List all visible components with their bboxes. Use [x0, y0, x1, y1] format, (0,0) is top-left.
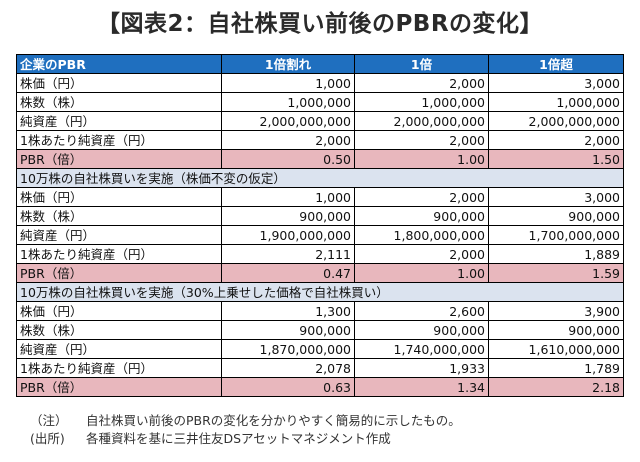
- row-value: 1.50: [488, 149, 624, 169]
- row-label: 1株あたり純資産（円）: [16, 130, 222, 150]
- row-value: 0.50: [221, 149, 355, 169]
- section-caption-row: 10万株の自社株買いを実施（30%上乗せした価格で自社株買い）: [16, 282, 624, 302]
- pbr-row: PBR（倍） 0.63 1.34 2.18: [16, 377, 624, 397]
- header-above-1x: 1倍超: [488, 54, 624, 74]
- row-value: 1,933: [354, 358, 489, 378]
- table-row: 株価（円） 1,000 2,000 3,000: [16, 187, 624, 207]
- row-value: 2.18: [488, 377, 624, 397]
- table-header-row: 企業のPBR 1倍割れ 1倍 1倍超: [16, 54, 624, 74]
- row-value: 1.34: [354, 377, 489, 397]
- table-row: 株数（株） 900,000 900,000 900,000: [16, 206, 624, 226]
- row-label: 株価（円）: [16, 73, 222, 93]
- row-value: 1,700,000,000: [488, 225, 624, 245]
- figure-title: 【図表2：自社株買い前後のPBRの変化】: [96, 11, 544, 37]
- notes: （注） 自社株買い前後のPBRの変化を分かりやすく簡易的に示したもの。 (出所) 各…: [30, 412, 461, 448]
- row-value: 1,870,000,000: [221, 339, 355, 359]
- row-value: 2,078: [221, 358, 355, 378]
- table-body: 株価（円） 1,000 2,000 3,000 株数（株） 1,000,000 1,000,…: [16, 73, 624, 397]
- row-value: 2,000,000,000: [354, 111, 489, 131]
- row-value: 1,800,000,000: [354, 225, 489, 245]
- source-line: (出所) 各種資料を基に三井住友DSアセットマネジメント作成: [30, 430, 461, 448]
- row-value: 1,740,000,000: [354, 339, 489, 359]
- row-value: 900,000: [221, 320, 355, 340]
- row-value: 2,000: [354, 130, 489, 150]
- header-below-1x: 1倍割れ: [221, 54, 355, 74]
- table-row: 株価（円） 1,300 2,600 3,900: [16, 301, 624, 321]
- header-1x: 1倍: [354, 54, 489, 74]
- row-value: 2,111: [221, 244, 355, 264]
- row-value: 1,889: [488, 244, 624, 264]
- table-row: 純資産（円） 1,870,000,000 1,740,000,000 1,610,00…: [16, 339, 624, 359]
- section-caption: 10万株の自社株買いを実施（30%上乗せした価格で自社株買い）: [16, 282, 624, 302]
- table-row: 1株あたり純資産（円） 2,111 2,000 1,889: [16, 244, 624, 264]
- row-label: 株価（円）: [16, 187, 222, 207]
- note-line: （注） 自社株買い前後のPBRの変化を分かりやすく簡易的に示したもの。: [30, 412, 461, 430]
- row-value: 2,000,000,000: [488, 111, 624, 131]
- section-caption-row: 10万株の自社株買いを実施（株価不変の仮定）: [16, 168, 624, 188]
- row-value: 900,000: [354, 206, 489, 226]
- row-value: 2,000: [354, 73, 489, 93]
- row-label: PBR（倍）: [16, 377, 222, 397]
- note-tag: （注）: [30, 413, 68, 428]
- row-value: 2,000,000,000: [221, 111, 355, 131]
- row-value: 2,000: [488, 130, 624, 150]
- row-label: 株数（株）: [16, 92, 222, 112]
- table-row: 1株あたり純資産（円） 2,078 1,933 1,789: [16, 358, 624, 378]
- section-caption: 10万株の自社株買いを実施（株価不変の仮定）: [16, 168, 624, 188]
- row-value: 3,000: [488, 187, 624, 207]
- row-label: PBR（倍）: [16, 263, 222, 283]
- row-value: 1,300: [221, 301, 355, 321]
- row-value: 1.00: [354, 149, 489, 169]
- row-value: 3,900: [488, 301, 624, 321]
- row-label: 株数（株）: [16, 206, 222, 226]
- table-row: 1株あたり純資産（円） 2,000 2,000 2,000: [16, 130, 624, 150]
- note-text: 自社株買い前後のPBRの変化を分かりやすく簡易的に示したもの。: [86, 413, 461, 428]
- row-value: 900,000: [354, 320, 489, 340]
- row-value: 1,000,000: [221, 92, 355, 112]
- row-value: 2,600: [354, 301, 489, 321]
- table-row: 純資産（円） 2,000,000,000 2,000,000,000 2,000,00…: [16, 111, 624, 131]
- row-value: 1,789: [488, 358, 624, 378]
- row-label: 純資産（円）: [16, 111, 222, 131]
- row-value: 1,000,000: [488, 92, 624, 112]
- row-label: 1株あたり純資産（円）: [16, 244, 222, 264]
- row-value: 0.47: [221, 263, 355, 283]
- row-value: 3,000: [488, 73, 624, 93]
- row-label: 純資産（円）: [16, 339, 222, 359]
- row-label: 純資産（円）: [16, 225, 222, 245]
- table-row: 純資産（円） 1,900,000,000 1,800,000,000 1,700,00…: [16, 225, 624, 245]
- row-value: 900,000: [488, 206, 624, 226]
- source-text: 各種資料を基に三井住友DSアセットマネジメント作成: [86, 431, 391, 446]
- source-tag: (出所): [30, 431, 65, 446]
- pbr-table: 企業のPBR 1倍割れ 1倍 1倍超 株価（円） 1,000 2,000 3,000 株…: [16, 54, 624, 397]
- row-label: 1株あたり純資産（円）: [16, 358, 222, 378]
- pbr-row: PBR（倍） 0.47 1.00 1.59: [16, 263, 624, 283]
- row-value: 2,000: [354, 244, 489, 264]
- row-label: 株数（株）: [16, 320, 222, 340]
- header-company-pbr: 企業のPBR: [16, 54, 222, 74]
- table-row: 株価（円） 1,000 2,000 3,000: [16, 73, 624, 93]
- row-value: 2,000: [221, 130, 355, 150]
- row-value: 0.63: [221, 377, 355, 397]
- pbr-row: PBR（倍） 0.50 1.00 1.50: [16, 149, 624, 169]
- row-value: 1,900,000,000: [221, 225, 355, 245]
- row-value: 1.59: [488, 263, 624, 283]
- row-value: 900,000: [221, 206, 355, 226]
- row-label: 株価（円）: [16, 301, 222, 321]
- row-value: 900,000: [488, 320, 624, 340]
- row-label: PBR（倍）: [16, 149, 222, 169]
- row-value: 1,000: [221, 187, 355, 207]
- row-value: 2,000: [354, 187, 489, 207]
- row-value: 1.00: [354, 263, 489, 283]
- row-value: 1,000: [221, 73, 355, 93]
- table-row: 株数（株） 900,000 900,000 900,000: [16, 320, 624, 340]
- row-value: 1,610,000,000: [488, 339, 624, 359]
- row-value: 1,000,000: [354, 92, 489, 112]
- table-row: 株数（株） 1,000,000 1,000,000 1,000,000: [16, 92, 624, 112]
